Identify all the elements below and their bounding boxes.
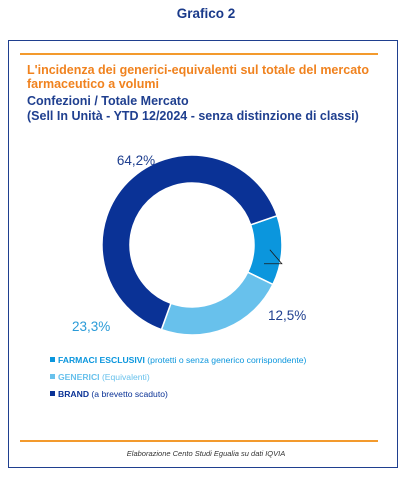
data-label-brand: 64,2% xyxy=(117,153,155,168)
legend-item-brand: BRAND (a brevetto scaduto) xyxy=(50,386,306,403)
data-label-generici: 23,3% xyxy=(72,319,110,334)
legend-label: BRAND xyxy=(58,389,90,399)
chart-subtitle: Confezioni / Totale Mercato (Sell In Uni… xyxy=(27,94,387,124)
legend-item-generici: GENERICI (Equivalenti) xyxy=(50,369,306,386)
data-label-farmaci-esclusivi: 12,5% xyxy=(268,308,306,323)
legend-label: GENERICI xyxy=(58,372,100,382)
bottom-accent-rule xyxy=(20,440,378,442)
legend-swatch xyxy=(50,357,55,362)
figure-heading: Grafico 2 xyxy=(176,6,236,21)
legend-detail: (Equivalenti) xyxy=(101,372,150,382)
leader-line xyxy=(264,249,283,265)
legend-item-farmaci-esclusivi: FARMACI ESCLUSIVI (protetti o senza gene… xyxy=(50,352,306,369)
legend-detail: (a brevetto scaduto) xyxy=(91,389,168,399)
slice-brand xyxy=(101,154,279,331)
slice-generici xyxy=(160,271,274,336)
chart-subtitle-line2: (Sell In Unità - YTD 12/2024 - senza dis… xyxy=(27,109,359,123)
top-accent-rule xyxy=(20,53,378,55)
legend-label: FARMACI ESCLUSIVI xyxy=(58,355,145,365)
chart-title: L'incidenza dei generici-equivalenti sul… xyxy=(27,63,369,91)
legend-detail: (protetti o senza generico corrispondent… xyxy=(147,355,307,365)
chart-legend: FARMACI ESCLUSIVI (protetti o senza gene… xyxy=(50,352,306,403)
legend-swatch xyxy=(50,374,55,379)
chart-frame xyxy=(8,40,398,468)
chart-subtitle-line1: Confezioni / Totale Mercato xyxy=(27,94,189,108)
legend-swatch xyxy=(50,391,55,396)
source-note: Elaborazione Cento Studi Egualia su dati… xyxy=(126,449,286,458)
